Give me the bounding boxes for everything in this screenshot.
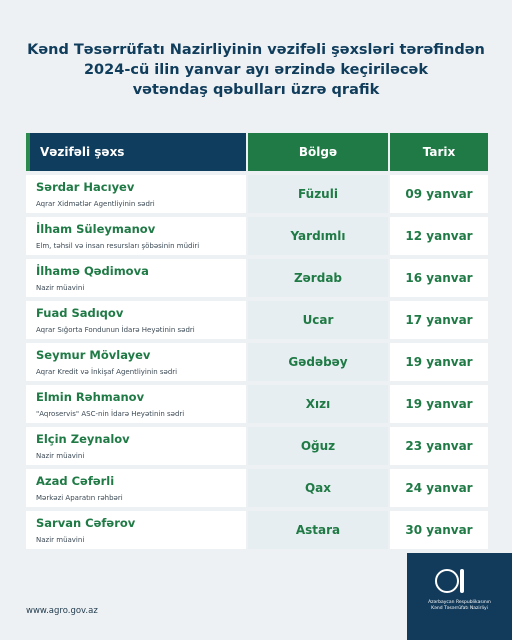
date-cell: 19 yanvar — [390, 385, 488, 423]
date-cell: 12 yanvar — [390, 217, 488, 255]
person-name: Sarvan Cəfərov — [36, 516, 136, 530]
table-row: Sərdar Hacıyev Aqrar Xidmətlər Agentliyi… — [26, 175, 488, 213]
person-cell: Elçin Zeynalov Nazir müavini — [26, 427, 246, 465]
region-cell: Ucar — [248, 301, 388, 339]
logo-line-1: Azərbaycan Respublikasının — [428, 600, 491, 605]
date-cell: 17 yanvar — [390, 301, 488, 339]
person-name: İlhamə Qədimova — [36, 264, 149, 278]
date-cell: 16 yanvar — [390, 259, 488, 297]
person-cell: İlham Süleymanov Elm, təhsil və insan re… — [26, 217, 246, 255]
region-cell: Oğuz — [248, 427, 388, 465]
region-cell: Astara — [248, 511, 388, 549]
person-name: Seymur Mövlayev — [36, 348, 151, 362]
person-position: Nazir müavini — [36, 284, 85, 292]
logo-line-2: Kənd Təsərrüfatı Nazirliyi — [431, 606, 488, 611]
person-cell: Seymur Mövlayev Aqrar Kredit və İnkişaf … — [26, 343, 246, 381]
date-cell: 19 yanvar — [390, 343, 488, 381]
region-cell: Qax — [248, 469, 388, 507]
title-line-2: 2024-cü ilin yanvar ayı ərzində keçirilə… — [83, 62, 429, 78]
table-row: Azad Cəfərli Mərkəzi Aparatın rəhbəri Qa… — [26, 469, 488, 507]
logo-caption: Azərbaycan Respublikasının Kənd Təsərrüf… — [413, 600, 506, 612]
person-name: Sərdar Hacıyev — [36, 180, 135, 194]
person-cell: Elmin Rəhmanov "Aqroservis" ASC-nin İdar… — [26, 385, 246, 423]
website-link[interactable]: www.agro.gov.az — [26, 606, 98, 616]
person-position: Aqrar Xidmətlər Agentliyinin sədri — [36, 200, 155, 208]
date-cell: 09 yanvar — [390, 175, 488, 213]
region-cell: Yardımlı — [248, 217, 388, 255]
person-position: "Aqroservis" ASC-nin İdarə Heyətinin səd… — [36, 410, 185, 418]
date-cell: 23 yanvar — [390, 427, 488, 465]
table-row: Sarvan Cəfərov Nazir müavini Astara 30 y… — [26, 511, 488, 549]
table-row: İlhamə Qədimova Nazir müavini Zərdab 16 … — [26, 259, 488, 297]
person-position: Aqrar Kredit və İnkişaf Agentliyinin səd… — [36, 368, 178, 376]
person-cell: Sərdar Hacıyev Aqrar Xidmətlər Agentliyi… — [26, 175, 246, 213]
person-position: Nazir müavini — [36, 452, 85, 460]
person-name: Fuad Sadıqov — [36, 306, 124, 320]
wheat-icon — [460, 569, 464, 593]
person-cell: İlhamə Qədimova Nazir müavini — [26, 259, 246, 297]
table-row: Elçin Zeynalov Nazir müavini Oğuz 23 yan… — [26, 427, 488, 465]
title-line-1: Kənd Təsərrüfatı Nazirliyinin vəzifəli ş… — [27, 42, 485, 58]
table-row: Fuad Sadıqov Aqrar Sığorta Fondunun İdar… — [26, 301, 488, 339]
region-cell: Xızı — [248, 385, 388, 423]
person-name: Azad Cəfərli — [36, 474, 115, 488]
person-cell: Azad Cəfərli Mərkəzi Aparatın rəhbəri — [26, 469, 246, 507]
region-cell: Gədəbəy — [248, 343, 388, 381]
date-cell: 24 yanvar — [390, 469, 488, 507]
person-position: Nazir müavini — [36, 536, 85, 544]
person-name: Elçin Zeynalov — [36, 432, 130, 446]
person-cell: Fuad Sadıqov Aqrar Sığorta Fondunun İdar… — [26, 301, 246, 339]
table-row: Elmin Rəhmanov "Aqroservis" ASC-nin İdar… — [26, 385, 488, 423]
person-position: Mərkəzi Aparatın rəhbəri — [36, 494, 123, 502]
region-cell: Zərdab — [248, 259, 388, 297]
person-name: Elmin Rəhmanov — [36, 390, 145, 404]
gear-emblem-icon — [435, 569, 459, 593]
person-name: İlham Süleymanov — [36, 222, 156, 236]
header-date: Tarix — [390, 133, 488, 171]
page-title: Kənd Təsərrüfatı Nazirliyinin vəzifəli ş… — [0, 40, 512, 100]
ministry-logo: Azərbaycan Respublikasının Kənd Təsərrüf… — [407, 553, 512, 640]
region-cell: Füzuli — [248, 175, 388, 213]
header-person: Vəzifəli şəxs — [26, 133, 246, 171]
person-cell: Sarvan Cəfərov Nazir müavini — [26, 511, 246, 549]
table-row: Seymur Mövlayev Aqrar Kredit və İnkişaf … — [26, 343, 488, 381]
title-line-3: vətəndaş qəbulları üzrə qrafik — [132, 82, 380, 98]
header-region: Bölgə — [248, 133, 388, 171]
table-row: İlham Süleymanov Elm, təhsil və insan re… — [26, 217, 488, 255]
person-position: Elm, təhsil və insan resursları şöbəsini… — [36, 242, 200, 250]
date-cell: 30 yanvar — [390, 511, 488, 549]
person-position: Aqrar Sığorta Fondunun İdarə Heyətinin s… — [36, 326, 195, 334]
